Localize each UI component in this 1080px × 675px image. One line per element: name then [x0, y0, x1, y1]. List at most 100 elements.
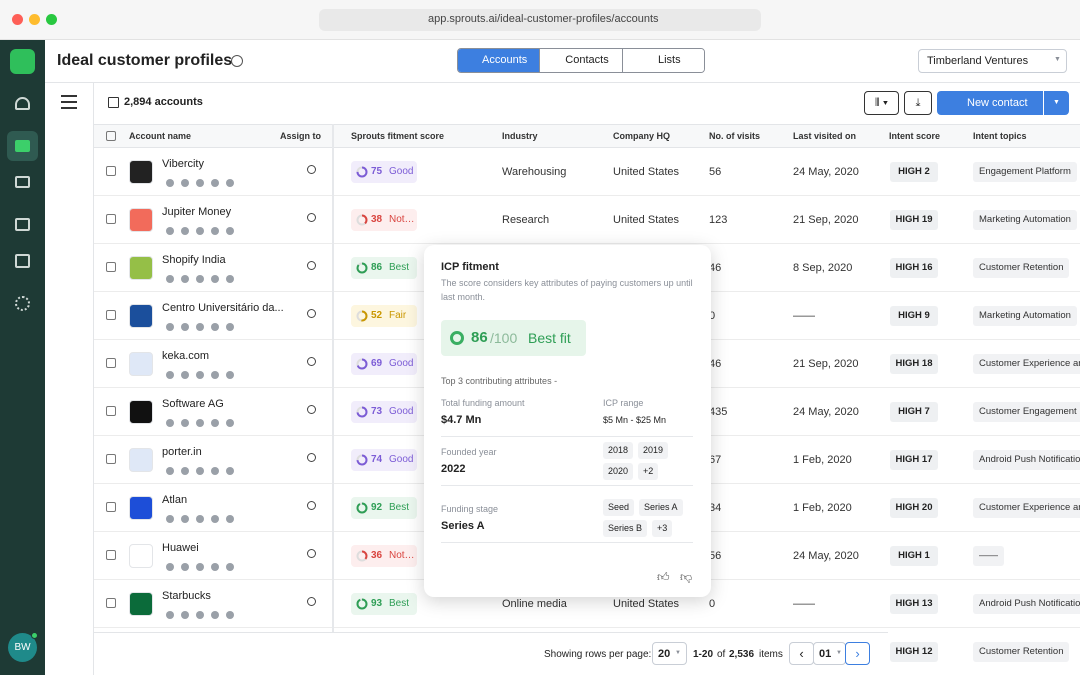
social-icon[interactable]	[211, 371, 219, 379]
row-checkbox[interactable]	[106, 310, 116, 320]
tab[interactable]: Accounts	[458, 49, 540, 72]
social-icon[interactable]	[211, 275, 219, 283]
social-icon[interactable]	[181, 611, 189, 619]
new-contact-menu[interactable]: ▼	[1044, 91, 1069, 115]
social-icon[interactable]	[196, 275, 204, 283]
row-checkbox[interactable]	[106, 502, 116, 512]
window-close[interactable]	[12, 14, 23, 25]
social-icon[interactable]	[211, 179, 219, 187]
rows-select[interactable]	[652, 642, 687, 665]
nav-icon[interactable]	[15, 140, 30, 152]
next-page[interactable]: ›	[845, 642, 870, 665]
assign-icon[interactable]	[307, 213, 316, 222]
social-icon[interactable]	[226, 179, 234, 187]
column-header[interactable]: Account name	[129, 131, 192, 141]
account-name[interactable]: Atlan	[162, 494, 188, 506]
social-icon[interactable]	[166, 323, 174, 331]
thumbs-up[interactable]: 👍︎	[657, 570, 670, 584]
social-icon[interactable]	[226, 515, 234, 523]
account-name[interactable]: Starbucks	[162, 590, 211, 602]
social-icon[interactable]	[196, 563, 204, 571]
social-icon[interactable]	[181, 563, 189, 571]
row-checkbox[interactable]	[106, 598, 116, 608]
social-icon[interactable]	[226, 563, 234, 571]
account-name[interactable]: porter.in	[162, 446, 202, 458]
account-name[interactable]: Vibercity	[162, 158, 204, 170]
nav-icon[interactable]	[15, 254, 30, 268]
column-header[interactable]: Intent topics	[973, 131, 1027, 141]
row-checkbox[interactable]	[106, 454, 116, 464]
account-name[interactable]: Shopify India	[162, 254, 226, 266]
social-icon[interactable]	[166, 227, 174, 235]
social-icon[interactable]	[211, 323, 219, 331]
download-button[interactable]: ⤓	[904, 91, 932, 115]
social-icon[interactable]	[226, 323, 234, 331]
workspace-select[interactable]	[918, 49, 1067, 73]
row-checkbox[interactable]	[106, 550, 116, 560]
account-name[interactable]: keka.com	[162, 350, 210, 362]
social-icon[interactable]	[211, 467, 219, 475]
window-max[interactable]	[46, 14, 57, 25]
column-header[interactable]: Assign to	[280, 131, 322, 141]
social-icon[interactable]	[196, 227, 204, 235]
column-header[interactable]: Last visited on	[793, 131, 857, 141]
social-icon[interactable]	[211, 515, 219, 523]
assign-icon[interactable]	[307, 405, 316, 414]
nav-icon[interactable]	[15, 97, 30, 110]
column-header[interactable]: Sprouts fitment score	[351, 131, 445, 141]
nav-icon[interactable]	[15, 296, 30, 311]
social-icon[interactable]	[181, 419, 189, 427]
social-icon[interactable]	[181, 515, 189, 523]
prev-page[interactable]: ‹	[789, 642, 814, 665]
tab[interactable]: Lists	[621, 49, 704, 72]
social-icon[interactable]	[181, 371, 189, 379]
social-icon[interactable]	[196, 371, 204, 379]
social-icon[interactable]	[166, 371, 174, 379]
social-icon[interactable]	[226, 419, 234, 427]
social-icon[interactable]	[196, 467, 204, 475]
social-icon[interactable]	[181, 179, 189, 187]
social-icon[interactable]	[211, 419, 219, 427]
social-icon[interactable]	[226, 275, 234, 283]
assign-icon[interactable]	[307, 357, 316, 366]
column-header[interactable]: Industry	[502, 131, 538, 141]
account-name[interactable]: Huawei	[162, 542, 199, 554]
row-checkbox[interactable]	[106, 358, 116, 368]
social-icon[interactable]	[166, 611, 174, 619]
logo[interactable]	[10, 49, 35, 74]
columns-button[interactable]: ⦀ ▾	[864, 91, 899, 115]
social-icon[interactable]	[166, 515, 174, 523]
row-checkbox[interactable]	[106, 262, 116, 272]
column-header[interactable]: Company HQ	[613, 131, 671, 141]
assign-icon[interactable]	[307, 453, 316, 462]
social-icon[interactable]	[166, 467, 174, 475]
social-icon[interactable]	[181, 467, 189, 475]
social-icon[interactable]	[181, 227, 189, 235]
social-icon[interactable]	[181, 275, 189, 283]
social-icon[interactable]	[166, 419, 174, 427]
social-icon[interactable]	[226, 611, 234, 619]
header-checkbox[interactable]	[106, 131, 116, 141]
social-icon[interactable]	[196, 179, 204, 187]
social-icon[interactable]	[226, 371, 234, 379]
social-icon[interactable]	[181, 323, 189, 331]
social-icon[interactable]	[196, 323, 204, 331]
social-icon[interactable]	[226, 227, 234, 235]
account-name[interactable]: Jupiter Money	[162, 206, 232, 218]
social-icon[interactable]	[166, 275, 174, 283]
assign-icon[interactable]	[307, 501, 316, 510]
thumbs-down[interactable]: 👎︎	[680, 570, 693, 584]
social-icon[interactable]	[211, 611, 219, 619]
info-icon[interactable]	[231, 55, 243, 67]
assign-icon[interactable]	[307, 549, 316, 558]
social-icon[interactable]	[211, 563, 219, 571]
social-icon[interactable]	[226, 467, 234, 475]
assign-icon[interactable]	[307, 165, 316, 174]
nav-icon[interactable]	[15, 176, 30, 188]
window-min[interactable]	[29, 14, 40, 25]
row-checkbox[interactable]	[106, 406, 116, 416]
assign-icon[interactable]	[307, 597, 316, 606]
nav-icon[interactable]	[15, 218, 30, 231]
row-checkbox[interactable]	[106, 214, 116, 224]
column-header[interactable]: No. of visits	[709, 131, 761, 141]
